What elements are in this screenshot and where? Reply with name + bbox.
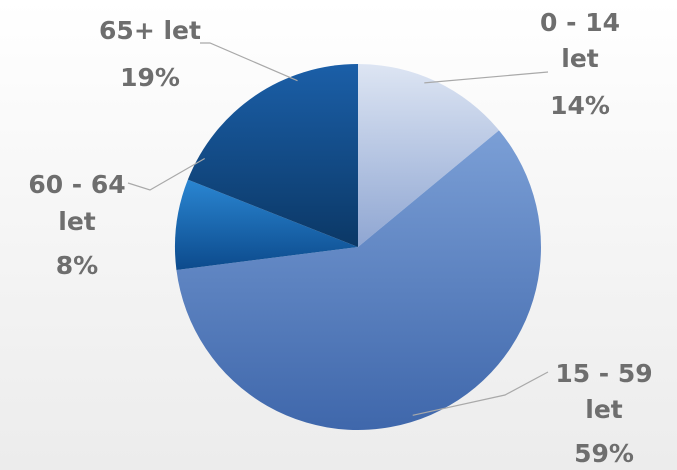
label-15-59-pct: 59% — [574, 439, 634, 468]
leader-15-59 — [412, 371, 549, 416]
label-0-14-line2: let — [561, 44, 599, 73]
slice-65-plus — [187, 63, 358, 247]
label-60-64-line1: 60 - 64 — [28, 170, 125, 199]
label-0-14-pct: 14% — [550, 91, 610, 120]
leader-0-14 — [424, 71, 549, 84]
label-0-14-line1: 0 - 14 — [540, 8, 620, 37]
slice-60-64 — [174, 179, 358, 270]
label-15-59-line2: let — [585, 395, 623, 424]
label-65-plus-line1: 65+ let — [99, 16, 201, 45]
label-15-59-line1: 15 - 59 — [555, 359, 652, 388]
label-60-64-pct: 8% — [56, 251, 98, 280]
slice-0-14 — [358, 64, 499, 247]
leader-60-64 — [127, 157, 205, 191]
slice-15-59 — [176, 130, 541, 430]
leader-65-plus — [200, 42, 298, 82]
label-65-plus-pct: 19% — [120, 63, 180, 92]
label-60-64-line2: let — [58, 207, 96, 236]
